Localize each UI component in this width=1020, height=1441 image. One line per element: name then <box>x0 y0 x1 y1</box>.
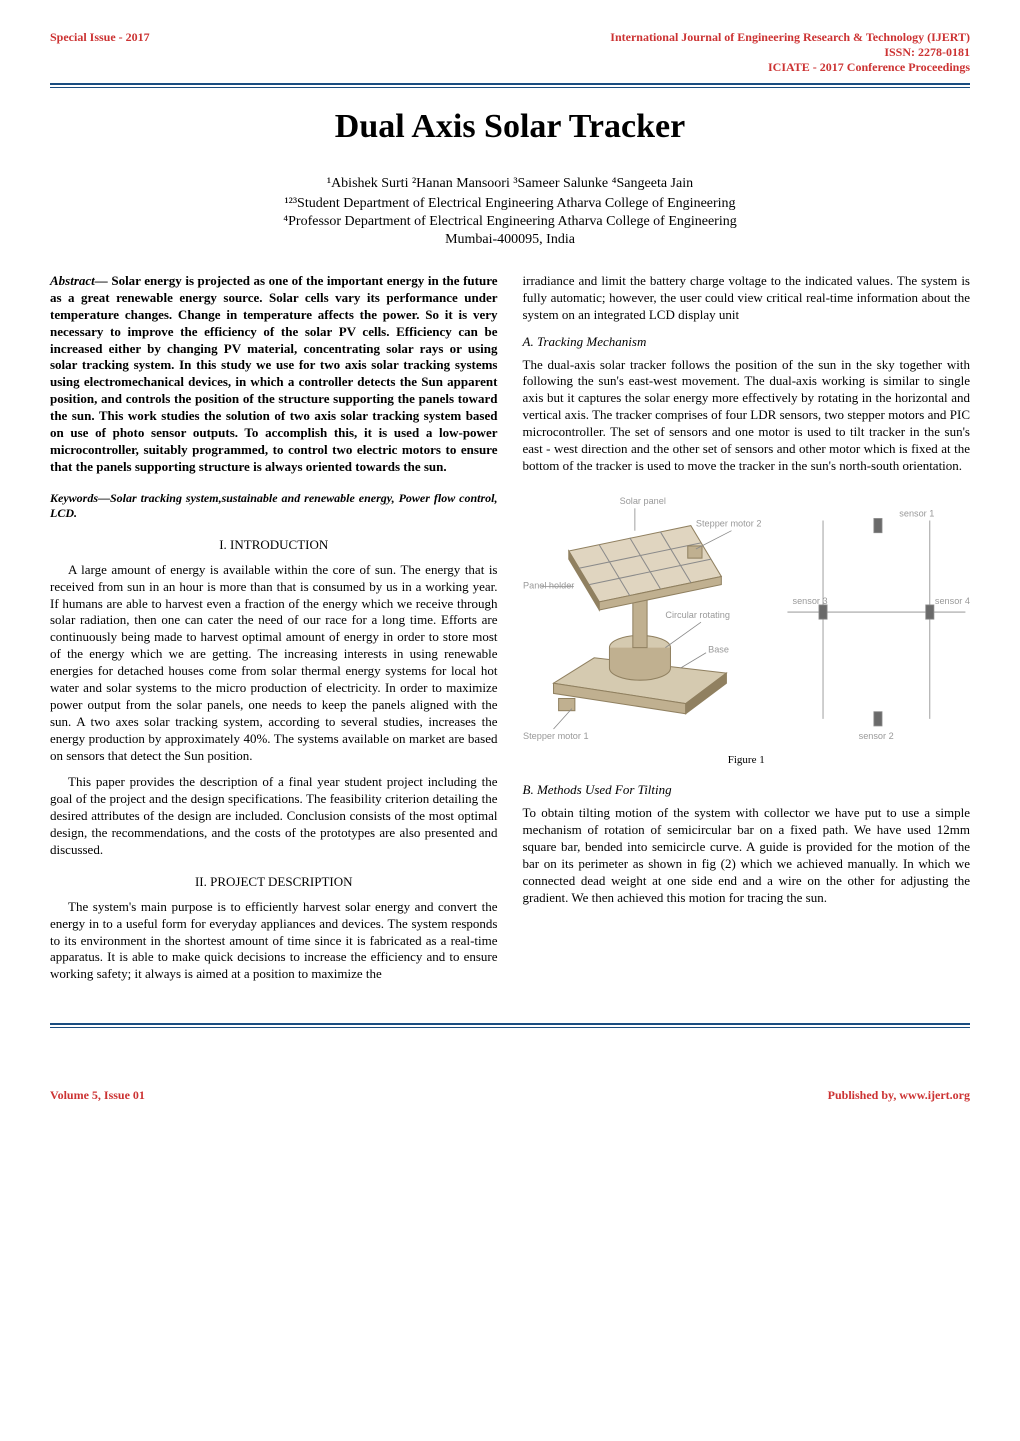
footer-volume: Volume 5, Issue 01 <box>50 1088 145 1103</box>
affiliation-2: ⁴Professor Department of Electrical Engi… <box>50 214 970 230</box>
abstract-label: Abstract— <box>50 273 108 288</box>
subsection-tilting-head: B. Methods Used For Tilting <box>523 782 971 799</box>
two-column-layout: Abstract— Solar energy is projected as o… <box>50 273 970 993</box>
header-left-text: Special Issue - 2017 <box>50 30 150 45</box>
footer-publisher: Published by, www.ijert.org <box>828 1088 970 1103</box>
keywords-block: Keywords—Solar tracking system,sustainab… <box>50 491 498 522</box>
intro-para-2: This paper provides the description of a… <box>50 774 498 858</box>
header-divider-thin <box>50 87 970 88</box>
tilting-para-1: To obtain tilting motion of the system w… <box>523 805 971 906</box>
page-header: Special Issue - 2017 International Journ… <box>50 30 970 83</box>
affiliation-3: Mumbai-400095, India <box>50 232 970 248</box>
abstract-block: Abstract— Solar energy is projected as o… <box>50 273 498 476</box>
label-sensor-1: sensor 1 <box>899 508 934 518</box>
subsection-tracking-head: A. Tracking Mechanism <box>523 334 971 351</box>
section-intro-head: I. INTRODUCTION <box>50 537 498 554</box>
label-solar-panel: Solar panel <box>619 496 665 506</box>
label-panel-holder: Panel holder <box>523 580 574 590</box>
header-right-block: International Journal of Engineering Res… <box>610 30 970 75</box>
project-para-1: The system's main purpose is to efficien… <box>50 899 498 983</box>
left-column: Abstract— Solar energy is projected as o… <box>50 273 498 993</box>
section-project-head: II. PROJECT DESCRIPTION <box>50 874 498 891</box>
label-sensor-3: sensor 3 <box>792 596 827 606</box>
figure-1-diagram: Solar panel Stepper motor 2 Panel holder… <box>523 490 971 744</box>
label-sensor-4: sensor 4 <box>934 596 969 606</box>
journal-name: International Journal of Engineering Res… <box>610 30 970 45</box>
figure-1-container: Solar panel Stepper motor 2 Panel holder… <box>523 490 971 767</box>
right-column: irradiance and limit the battery charge … <box>523 273 971 993</box>
conference-text: ICIATE - 2017 Conference Proceedings <box>610 60 970 75</box>
author-line: ¹Abishek Surti ²Hanan Mansoori ³Sameer S… <box>50 176 970 192</box>
label-stepper-motor-2: Stepper motor 2 <box>695 518 761 528</box>
page-footer: Volume 5, Issue 01 Published by, www.ije… <box>50 1088 970 1103</box>
issn-text: ISSN: 2278-0181 <box>610 45 970 60</box>
label-stepper-motor-1: Stepper motor 1 <box>523 731 589 741</box>
label-circular-rotating: Circular rotating <box>665 610 730 620</box>
project-para-1-continued: irradiance and limit the battery charge … <box>523 273 971 324</box>
intro-para-1: A large amount of energy is available wi… <box>50 562 498 765</box>
tracking-para-1: The dual-axis solar tracker follows the … <box>523 357 971 475</box>
header-divider-thick <box>50 83 970 85</box>
figure-1-caption: Figure 1 <box>523 753 971 767</box>
footer-divider-thick <box>50 1023 970 1025</box>
label-base: Base <box>708 645 729 655</box>
footer-divider-thin <box>50 1027 970 1028</box>
affiliation-1: ¹²³Student Department of Electrical Engi… <box>50 196 970 212</box>
paper-title: Dual Axis Solar Tracker <box>50 108 970 146</box>
abstract-body: Solar energy is projected as one of the … <box>50 273 498 474</box>
label-sensor-2: sensor 2 <box>858 731 893 741</box>
